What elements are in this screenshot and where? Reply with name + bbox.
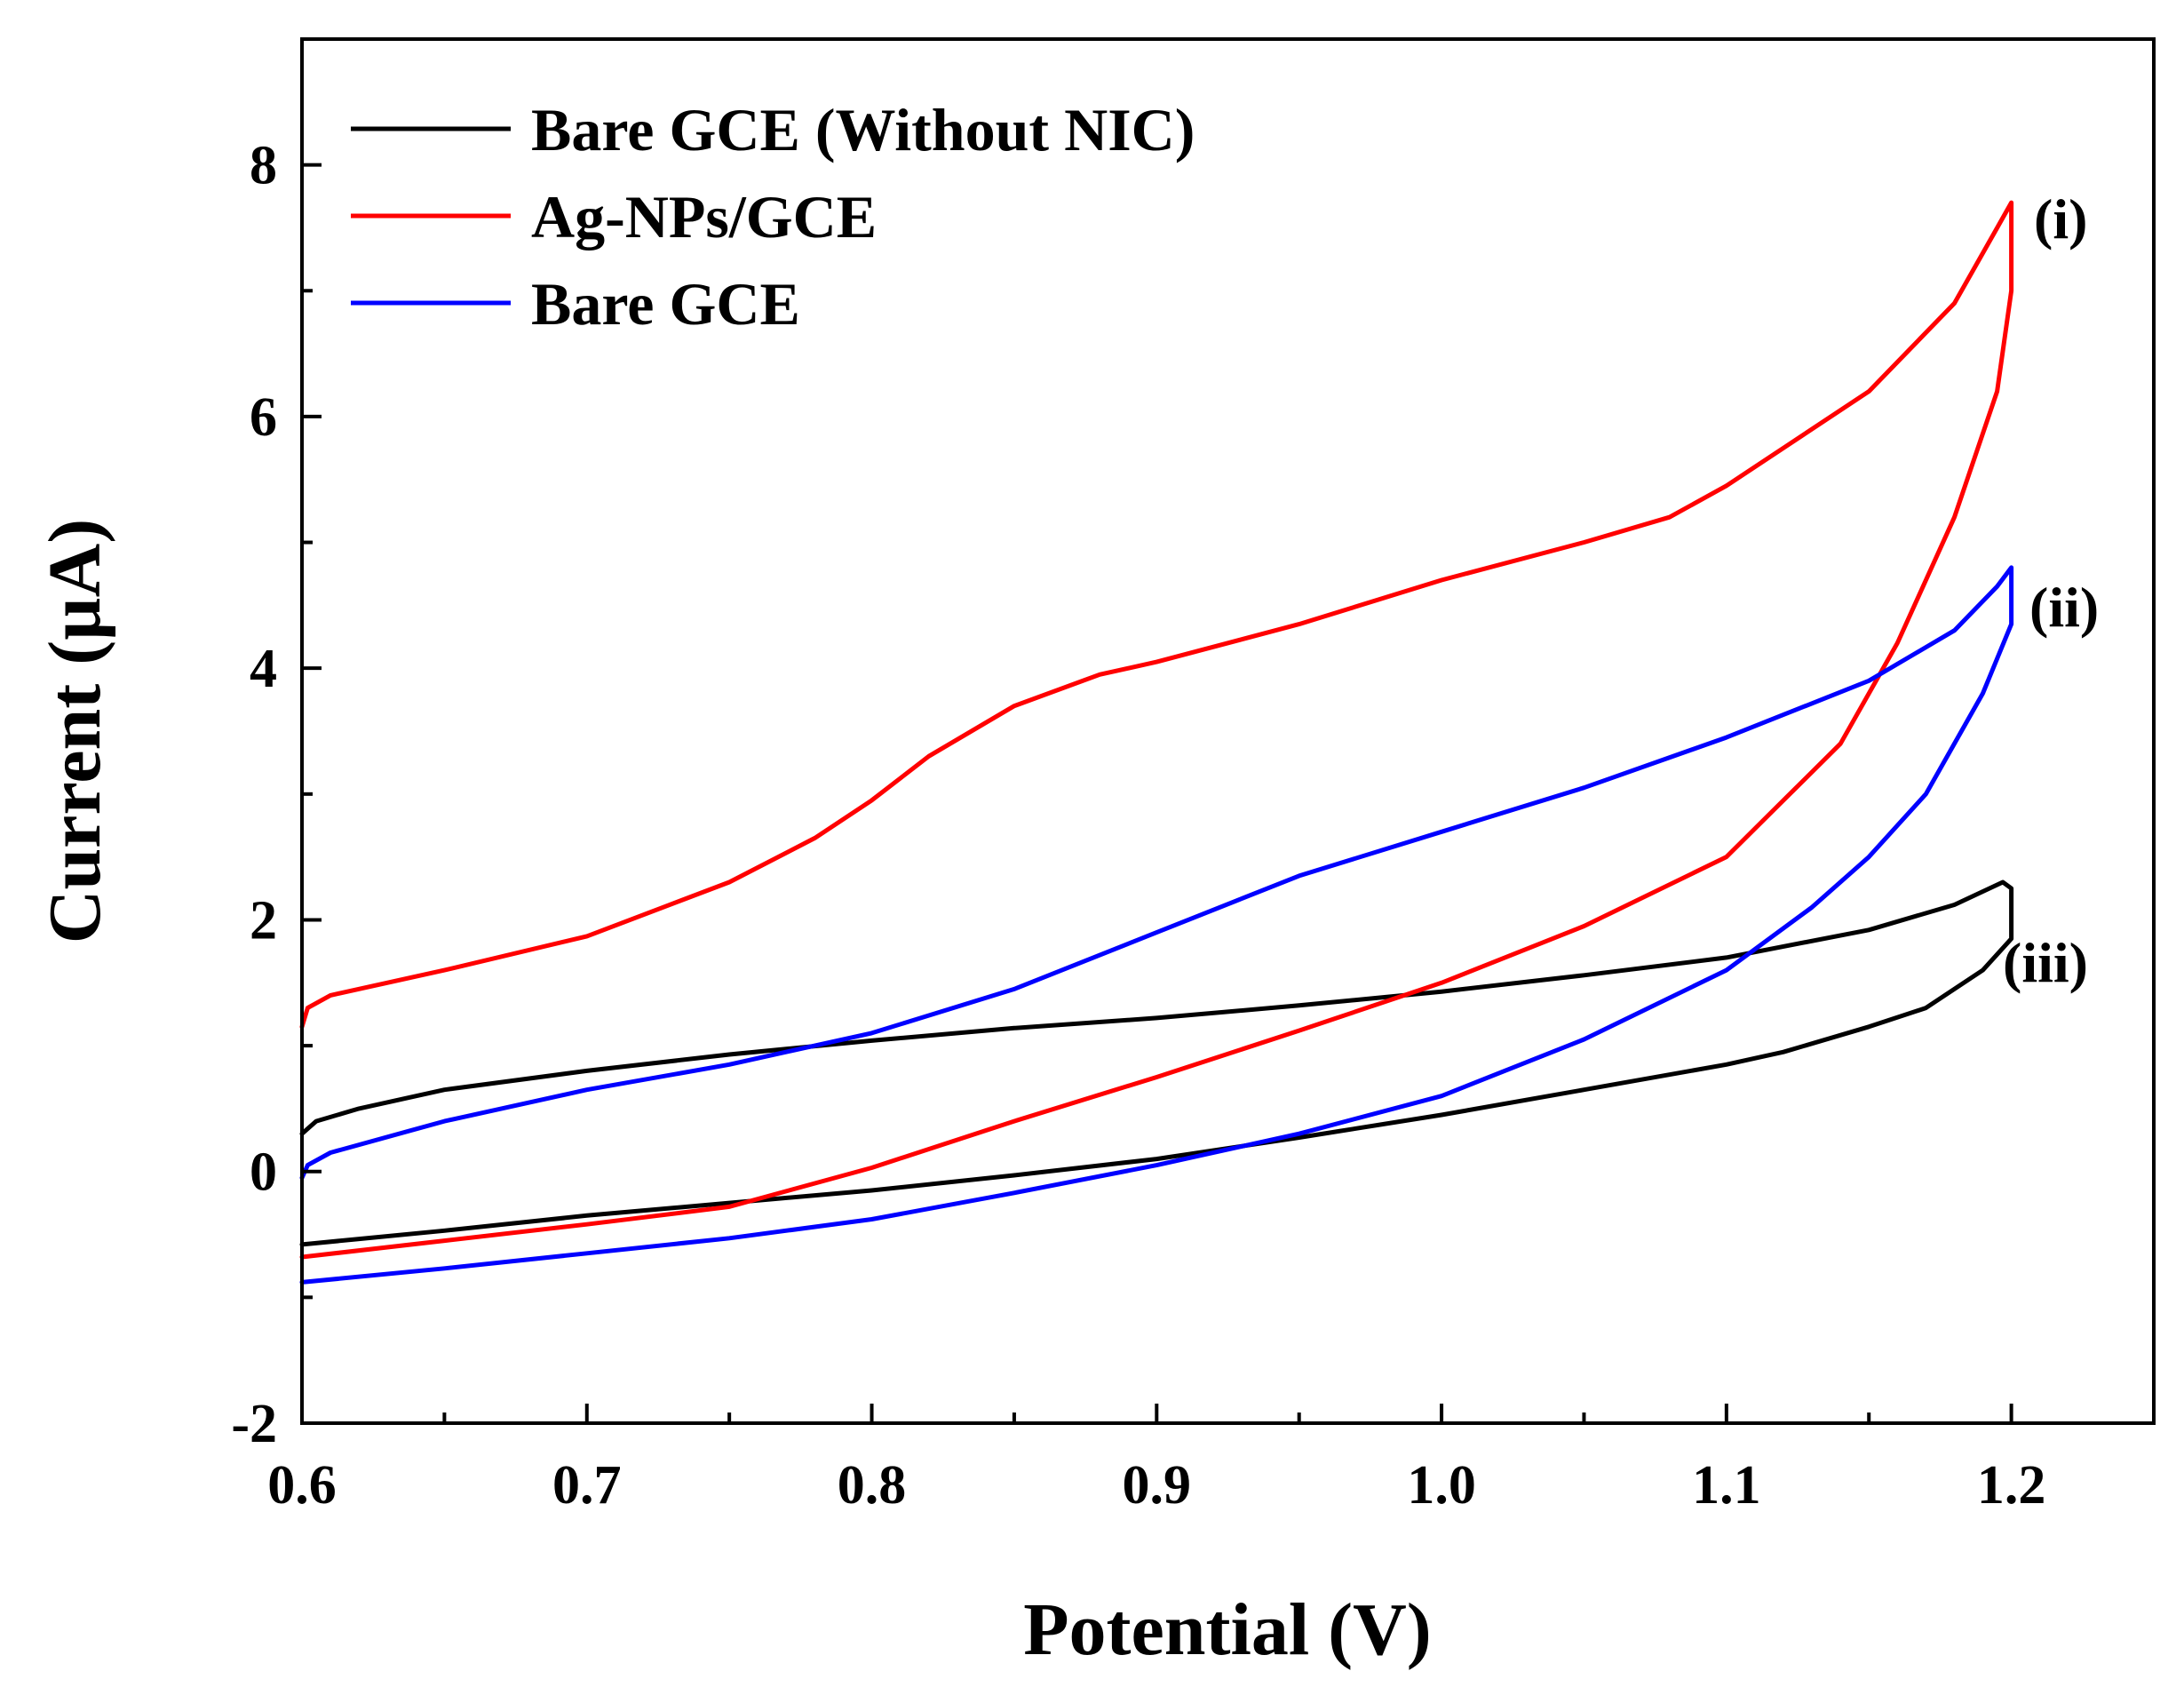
series-line-3 [299,565,2014,1285]
y-tick-label: 2 [250,890,277,951]
series-line-1 [299,879,2014,1247]
plot-curves [299,200,2014,1285]
y-tick-label: 4 [250,639,277,699]
x-tick-label: 0.9 [1123,1455,1192,1516]
y-tick-label: 8 [250,136,277,196]
y-axis-ticks: -2 0 2 4 6 8 [231,136,322,1454]
series-line-2 [299,200,2014,1260]
curve-label-3: (ii) [2029,576,2099,639]
x-axis-title: Potential (V) [1023,1588,1432,1671]
x-tick-label: 1.2 [1977,1455,2046,1516]
plot-frame [300,37,2156,1425]
legend-label-1: Bare GCE (Without NIC) [531,96,1195,163]
x-tick-label: 0.6 [267,1455,337,1516]
y-tick-label: 6 [250,387,277,448]
curve-label-2: (i) [2034,187,2087,251]
x-tick-label: 0.7 [552,1455,622,1516]
x-tick-label: 1.1 [1692,1455,1761,1516]
x-tick-label: 1.0 [1407,1455,1476,1516]
x-axis-ticks: 0.6 0.7 0.8 0.9 1.0 1.1 1.2 [267,1404,2045,1516]
y-axis-title: Current (µA) [34,519,116,943]
legend: Bare GCE (Without NIC) Ag-NPs/GCE Bare GCE [351,96,1195,338]
curve-label-1: (iii) [2003,931,2088,994]
legend-label-2: Ag-NPs/GCE [531,183,877,251]
curve-labels: (iii) (i) (ii) [2003,187,2099,994]
y-tick-label: -2 [231,1394,277,1454]
x-tick-label: 0.8 [838,1455,907,1516]
y-tick-label: 0 [250,1142,277,1203]
legend-label-3: Bare GCE [531,270,800,338]
